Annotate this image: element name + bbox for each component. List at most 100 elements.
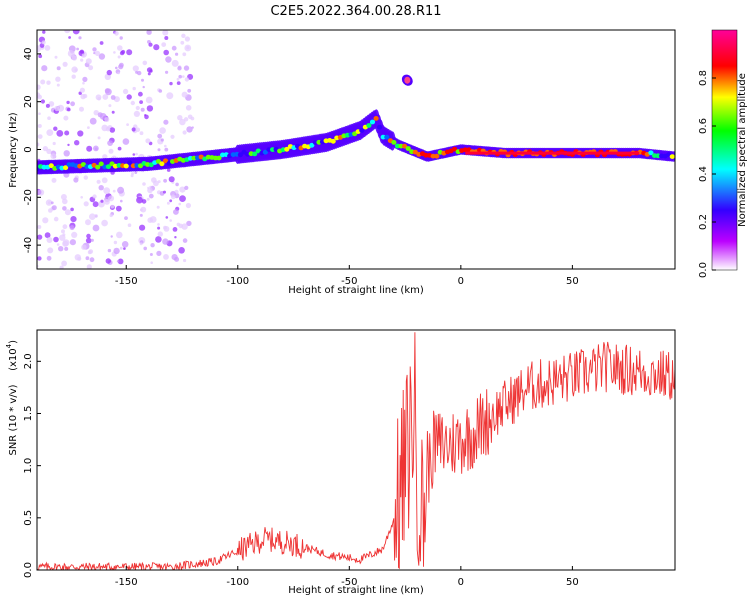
noise-blob — [80, 196, 83, 199]
noise-blob — [163, 49, 169, 56]
noise-blob — [126, 49, 133, 56]
noise-blob — [177, 115, 183, 121]
noise-blob — [98, 200, 105, 208]
noise-blob — [157, 226, 161, 230]
ridge-core — [648, 150, 654, 156]
noise-blob — [127, 223, 132, 227]
y-tick-label: 20 — [23, 95, 34, 108]
spectrogram-y-ticks: 40 20 0 -20 -40 — [23, 48, 41, 253]
noise-blob — [79, 106, 84, 112]
noise-blob — [104, 199, 110, 205]
snr-x-ticks: -150 -100 -50 0 50 — [115, 566, 579, 588]
snr-panel: -150 -100 -50 0 50 0.0 0.5 1.0 1.5 2.0 Height of… — [5, 329, 676, 596]
noise-blob — [98, 53, 106, 60]
y-tick-label: 2.0 — [23, 353, 34, 369]
noise-blob — [184, 77, 190, 82]
noise-blob — [45, 199, 53, 206]
noise-blob — [190, 116, 195, 121]
noise-blob — [169, 219, 172, 222]
noise-blob — [160, 138, 164, 142]
noise-blob — [73, 177, 79, 183]
noise-blob — [103, 187, 111, 195]
spectrogram-panel: -150 -100 -50 0 50 40 20 0 -20 -40 Height of str… — [8, 29, 676, 296]
noise-blob — [180, 40, 185, 45]
noise-blob — [69, 225, 75, 231]
noise-blob — [119, 36, 123, 40]
noise-blob — [117, 258, 124, 265]
noise-blob — [137, 70, 142, 76]
noise-blob — [104, 88, 110, 94]
snr-multiplier-exp: 4 — [5, 343, 13, 348]
noise-blob — [159, 127, 166, 134]
noise-blob — [146, 105, 154, 112]
noise-blob — [122, 88, 129, 95]
noise-blob — [139, 131, 144, 136]
noise-blob — [134, 171, 138, 175]
ridge-core — [309, 142, 315, 148]
noise-blob — [185, 105, 192, 111]
noise-blob — [62, 233, 66, 237]
noise-blob — [156, 250, 162, 256]
noise-blob — [62, 206, 67, 211]
noise-blob — [156, 205, 160, 209]
noise-blob — [174, 256, 180, 262]
noise-blob — [66, 100, 70, 105]
noise-blob — [74, 68, 78, 72]
colorbar-tick-label: 0.8 — [698, 70, 709, 86]
noise-blob — [74, 254, 82, 261]
ridge-core — [262, 149, 268, 155]
noise-blob — [37, 142, 40, 147]
colorbar: 0.0 0.2 0.4 0.6 0.8 Normalized spectral ampl… — [698, 29, 748, 278]
noise-blob — [115, 205, 122, 212]
noise-blob — [64, 30, 71, 34]
noise-blob — [149, 185, 152, 189]
spectrogram-x-ticks: -150 -100 -50 0 50 — [115, 265, 579, 287]
noise-blob — [157, 133, 163, 139]
noise-blob — [70, 207, 74, 212]
noise-blob — [179, 186, 186, 193]
noise-blob — [146, 30, 152, 35]
noise-blob — [87, 126, 90, 129]
ridge-core — [127, 160, 133, 166]
noise-blob — [40, 79, 46, 85]
snr-y-label: SNR (10 * v/v) — [8, 384, 19, 455]
ridge-core — [669, 154, 675, 160]
isolated-feature-core — [404, 76, 411, 84]
noise-blob — [51, 205, 57, 211]
noise-blob — [116, 260, 120, 263]
noise-blob — [76, 47, 79, 51]
noise-blob — [63, 150, 70, 157]
x-tick-label: -100 — [226, 577, 249, 588]
noise-blob — [60, 194, 67, 200]
noise-blob — [37, 124, 42, 128]
noise-blob — [38, 112, 41, 115]
noise-blob — [99, 41, 104, 45]
noise-blob — [166, 92, 174, 100]
noise-blob — [117, 55, 121, 59]
noise-blob — [85, 237, 92, 244]
noise-blob — [83, 175, 89, 180]
noise-blob — [142, 60, 148, 66]
y-tick-label: -40 — [23, 237, 34, 253]
noise-blob — [121, 241, 129, 248]
noise-blob — [139, 213, 143, 217]
noise-blob — [92, 224, 100, 232]
noise-blob — [139, 224, 146, 231]
noise-blob — [64, 246, 69, 251]
noise-blob — [149, 253, 153, 256]
ridge-core — [373, 116, 379, 121]
noise-blob — [97, 112, 103, 118]
noise-blob — [100, 199, 104, 203]
noise-blob — [132, 153, 136, 156]
noise-blob — [179, 118, 186, 126]
x-tick-label: -150 — [115, 276, 138, 287]
noise-blob — [64, 209, 71, 216]
noise-blob — [55, 76, 61, 82]
noise-blob — [46, 255, 52, 261]
noise-blob — [157, 231, 163, 237]
noise-blob — [61, 229, 65, 234]
noise-blob — [105, 258, 112, 264]
ridge-core — [366, 123, 372, 128]
ridge-core — [137, 163, 144, 169]
